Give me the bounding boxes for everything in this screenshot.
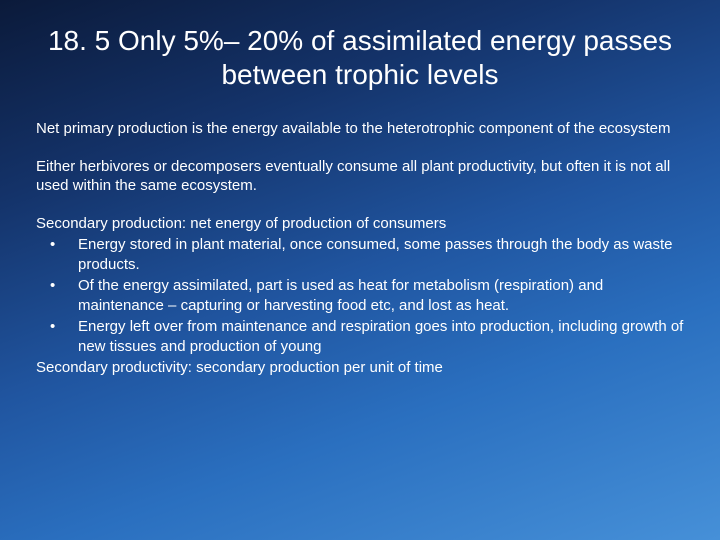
bullet-icon: • (50, 276, 55, 296)
slide-title: 18. 5 Only 5%– 20% of assimilated energy… (36, 24, 684, 91)
list-item: • Energy stored in plant material, once … (36, 235, 684, 274)
bullet-text: Of the energy assimilated, part is used … (78, 277, 603, 314)
secondary-productivity-def: Secondary productivity: secondary produc… (36, 358, 684, 378)
list-item: • Of the energy assimilated, part is use… (36, 276, 684, 315)
list-item: • Energy left over from maintenance and … (36, 317, 684, 356)
bullet-icon: • (50, 317, 55, 337)
paragraph-consumption: Either herbivores or decomposers eventua… (36, 157, 684, 196)
paragraph-npp: Net primary production is the energy ava… (36, 119, 684, 139)
bullet-text: Energy stored in plant material, once co… (78, 236, 673, 273)
bullet-list: • Energy stored in plant material, once … (36, 235, 684, 356)
slide: 18. 5 Only 5%– 20% of assimilated energy… (0, 0, 720, 540)
bullet-text: Energy left over from maintenance and re… (78, 318, 683, 355)
secondary-production-heading: Secondary production: net energy of prod… (36, 214, 684, 234)
slide-body: Net primary production is the energy ava… (36, 119, 684, 378)
bullet-icon: • (50, 235, 55, 255)
